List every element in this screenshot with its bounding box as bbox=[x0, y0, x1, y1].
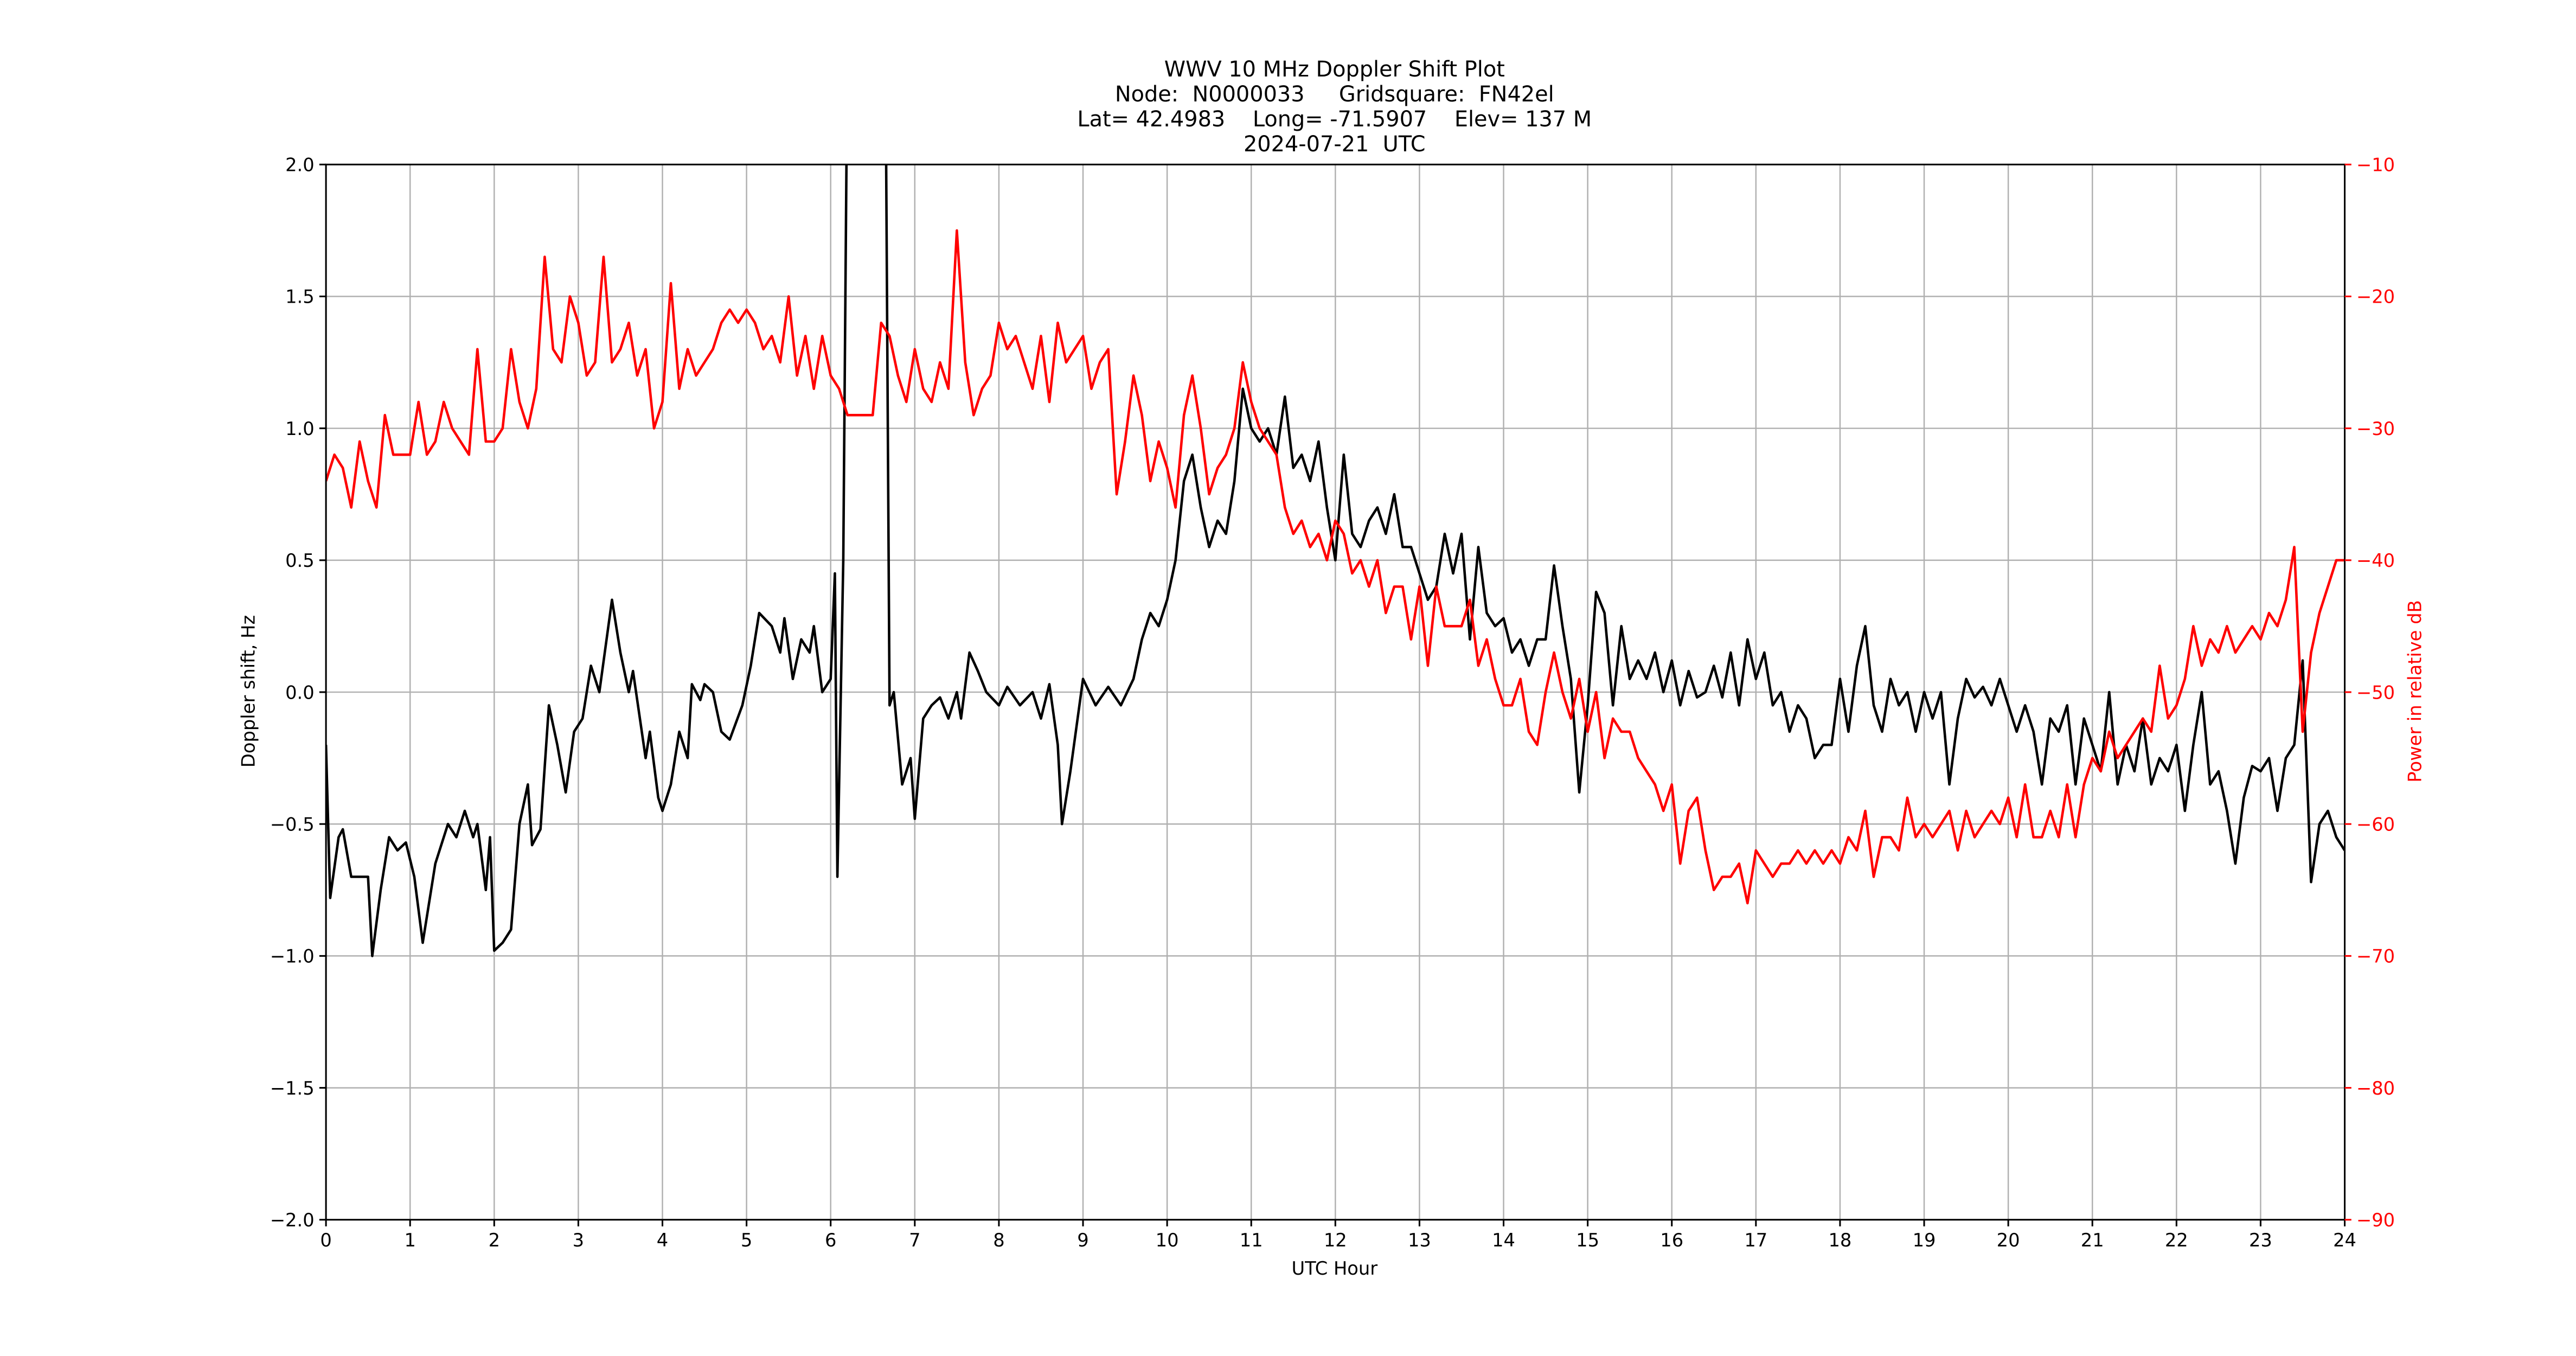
x-tick-label: 20 bbox=[1997, 1230, 2020, 1251]
x-tick-label: 14 bbox=[1492, 1230, 1515, 1251]
title-line: Node: N0000033 Gridsquare: FN42el bbox=[1115, 82, 1554, 107]
x-tick-label: 21 bbox=[2081, 1230, 2104, 1251]
x-tick-label: 8 bbox=[993, 1230, 1004, 1251]
x-tick-label: 17 bbox=[1744, 1230, 1767, 1251]
y-tick-label: 0.5 bbox=[285, 550, 315, 571]
x-tick-label: 1 bbox=[404, 1230, 415, 1251]
title-line: 2024-07-21 UTC bbox=[1244, 132, 1426, 157]
y2-tick-label: −20 bbox=[2356, 286, 2395, 308]
y-axis-label: Doppler shift, Hz bbox=[238, 615, 259, 767]
x-tick-label: 13 bbox=[1408, 1230, 1431, 1251]
title-line: WWV 10 MHz Doppler Shift Plot bbox=[1164, 57, 1505, 82]
y-tick-label: 0.0 bbox=[285, 682, 315, 703]
x-tick-label: 23 bbox=[2249, 1230, 2272, 1251]
x-tick-label: 15 bbox=[1576, 1230, 1599, 1251]
y-tick-label: −1.0 bbox=[270, 946, 315, 967]
x-tick-label: 19 bbox=[1913, 1230, 1936, 1251]
plot-area bbox=[326, 164, 2345, 957]
x-tick-label: 5 bbox=[741, 1230, 752, 1251]
x-tick-label: 12 bbox=[1324, 1230, 1347, 1251]
y2-tick-label: −10 bbox=[2356, 155, 2395, 176]
y2-tick-label: −70 bbox=[2356, 946, 2395, 967]
y2-tick-label: −60 bbox=[2356, 814, 2395, 835]
x-axis-label: UTC Hour bbox=[1291, 1258, 1377, 1279]
y-tick-label: −1.5 bbox=[270, 1078, 315, 1099]
x-tick-label: 24 bbox=[2333, 1230, 2356, 1251]
y2-tick-label: −40 bbox=[2356, 550, 2395, 571]
x-tick-label: 7 bbox=[909, 1230, 920, 1251]
y-tick-label: 1.5 bbox=[285, 286, 315, 308]
y-tick-label: −2.0 bbox=[270, 1210, 315, 1231]
x-tick-label: 2 bbox=[489, 1230, 500, 1251]
x-tick-label: 0 bbox=[320, 1230, 331, 1251]
y2-tick-label: −90 bbox=[2356, 1210, 2395, 1231]
x-tick-label: 16 bbox=[1660, 1230, 1683, 1251]
y-tick-label: 2.0 bbox=[285, 155, 315, 176]
x-tick-label: 22 bbox=[2165, 1230, 2188, 1251]
x-tick-label: 18 bbox=[1828, 1230, 1851, 1251]
x-tick-label: 10 bbox=[1156, 1230, 1179, 1251]
x-tick-label: 3 bbox=[573, 1230, 584, 1251]
x-tick-label: 4 bbox=[657, 1230, 668, 1251]
title-line: Lat= 42.4983 Long= -71.5907 Elev= 137 M bbox=[1077, 107, 1592, 132]
y2-tick-label: −50 bbox=[2356, 682, 2395, 703]
x-tick-label: 9 bbox=[1077, 1230, 1088, 1251]
y-tick-label: 1.0 bbox=[285, 418, 315, 439]
y-tick-label: −0.5 bbox=[270, 814, 315, 835]
y2-tick-label: −30 bbox=[2356, 418, 2395, 439]
series-line bbox=[326, 229, 2345, 905]
x-tick-label: 11 bbox=[1240, 1230, 1263, 1251]
series-line bbox=[326, 164, 2345, 957]
x-tick-label: 6 bbox=[825, 1230, 836, 1251]
y2-tick-label: −80 bbox=[2356, 1078, 2395, 1099]
y2-axis-label: Power in relative dB bbox=[2404, 600, 2425, 782]
